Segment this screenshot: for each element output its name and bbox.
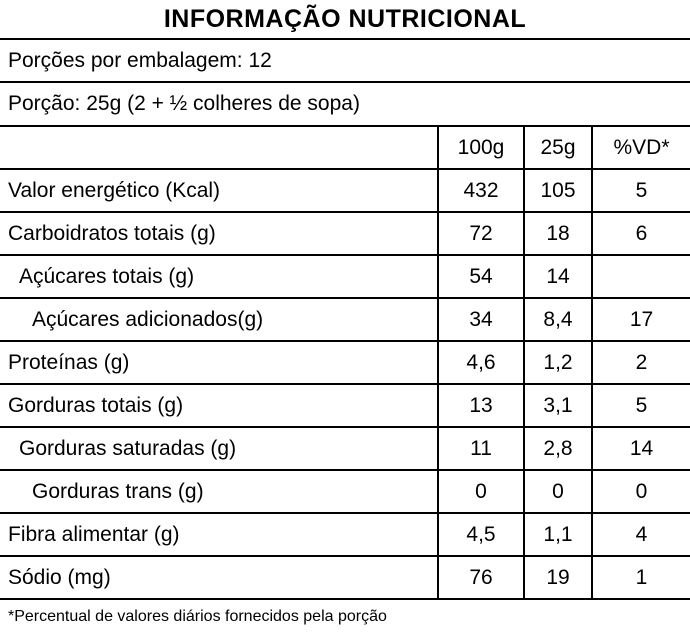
table-row: Gorduras totais (g) 13 3,1 5: [0, 385, 690, 428]
value-100g: 72: [437, 213, 523, 254]
row-label: Açúcares totais (g): [19, 264, 195, 288]
value-pvd: 0: [591, 471, 690, 512]
serving-size-row: Porção: 25g (2 + ½ colheres de sopa): [0, 83, 690, 127]
table-row: Fibra alimentar (g) 4,5 1,1 4: [0, 514, 690, 557]
table-row: Açúcares totais (g) 54 14: [0, 256, 690, 299]
value-25g: 2,8: [523, 428, 591, 469]
value-pvd: 4: [591, 514, 690, 555]
value-100g: 4,5: [437, 514, 523, 555]
value-pvd: 6: [591, 213, 690, 254]
table-row: Gorduras saturadas (g) 11 2,8 14: [0, 428, 690, 471]
value-pvd: 17: [591, 299, 690, 340]
row-label: Gorduras totais (g): [8, 393, 184, 417]
nutrition-table: 100g 25g %VD* Valor energético (Kcal) 43…: [0, 127, 690, 600]
table-row: Valor energético (Kcal) 432 105 5: [0, 170, 690, 213]
value-100g: 11: [437, 428, 523, 469]
value-25g: 8,4: [523, 299, 591, 340]
table-row: Carboidratos totais (g) 72 18 6: [0, 213, 690, 256]
row-label: Carboidratos totais (g): [8, 221, 216, 245]
value-100g: 4,6: [437, 342, 523, 383]
value-25g: 105: [523, 170, 591, 211]
value-pvd: 5: [591, 170, 690, 211]
value-pvd: 1: [591, 557, 690, 598]
table-row: Sódio (mg) 76 19 1: [0, 557, 690, 600]
value-100g: 432: [437, 170, 523, 211]
value-pvd: [591, 256, 690, 297]
value-100g: 13: [437, 385, 523, 426]
servings-per-package-row: Porções por embalagem: 12: [0, 40, 690, 83]
value-25g: 1,1: [523, 514, 591, 555]
value-25g: 1,2: [523, 342, 591, 383]
value-100g: 76: [437, 557, 523, 598]
value-25g: 19: [523, 557, 591, 598]
value-pvd: 14: [591, 428, 690, 469]
value-100g: 0: [437, 471, 523, 512]
table-row: Açúcares adicionados(g) 34 8,4 17: [0, 299, 690, 342]
row-label: Fibra alimentar (g): [8, 522, 180, 546]
value-100g: 34: [437, 299, 523, 340]
table-header-row: 100g 25g %VD*: [0, 127, 690, 170]
table-row: Gorduras trans (g) 0 0 0: [0, 471, 690, 514]
row-label: Gorduras saturadas (g): [19, 436, 237, 460]
value-100g: 54: [437, 256, 523, 297]
column-header-pvd: %VD*: [591, 127, 690, 168]
value-pvd: 5: [591, 385, 690, 426]
column-header-25g: 25g: [523, 127, 591, 168]
column-header-empty: [0, 127, 437, 168]
row-label: Sódio (mg): [8, 565, 111, 589]
table-row: Proteínas (g) 4,6 1,2 2: [0, 342, 690, 385]
value-25g: 3,1: [523, 385, 591, 426]
value-25g: 0: [523, 471, 591, 512]
value-pvd: 2: [591, 342, 690, 383]
row-label: Valor energético (Kcal): [8, 178, 221, 202]
value-25g: 14: [523, 256, 591, 297]
value-25g: 18: [523, 213, 591, 254]
column-header-100g: 100g: [437, 127, 523, 168]
row-label: Proteínas (g): [8, 350, 130, 374]
row-label: Açúcares adicionados(g): [32, 307, 264, 331]
page-title: INFORMAÇÃO NUTRICIONAL: [0, 0, 690, 40]
footnote: *Percentual de valores diários fornecido…: [8, 608, 387, 625]
row-label: Gorduras trans (g): [32, 479, 204, 503]
